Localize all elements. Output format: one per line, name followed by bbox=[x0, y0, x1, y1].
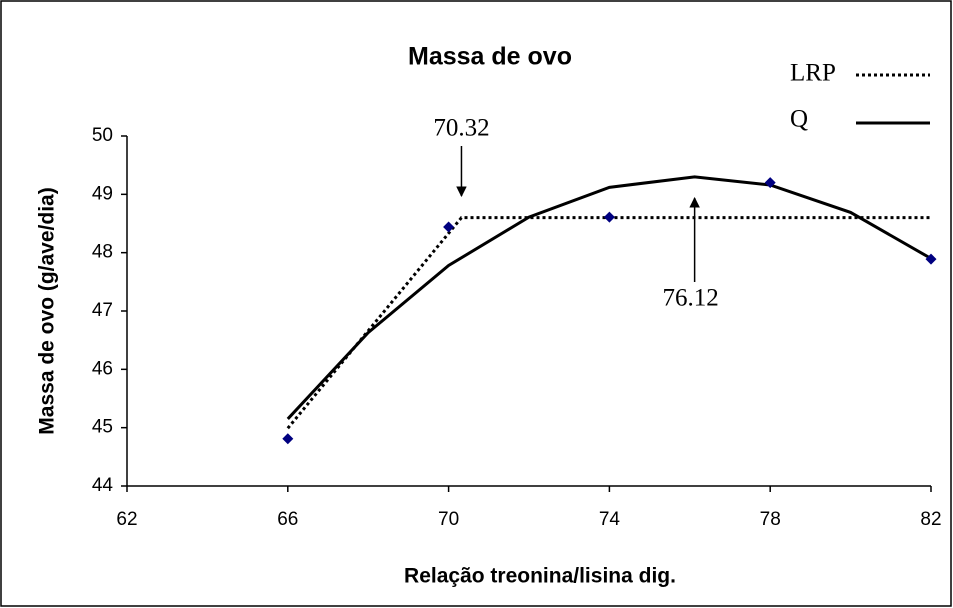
data-point bbox=[603, 211, 615, 223]
y-axis-label: Massa de ovo (g/ave/dia) bbox=[36, 187, 59, 434]
y-tick-label: 48 bbox=[92, 242, 113, 263]
data-point bbox=[764, 177, 776, 189]
y-tick-label: 50 bbox=[92, 125, 113, 146]
data-point bbox=[925, 253, 937, 265]
legend-label: LRP bbox=[790, 60, 836, 87]
legend-label: Q bbox=[790, 106, 808, 133]
data-point bbox=[443, 221, 455, 233]
annotation: 76.12 bbox=[662, 285, 718, 312]
x-tick-label: 70 bbox=[438, 509, 459, 530]
y-tick-label: 49 bbox=[92, 183, 113, 204]
x-tick-label: 74 bbox=[599, 509, 621, 530]
data-point bbox=[282, 433, 294, 445]
y-tick-label: 44 bbox=[92, 475, 114, 496]
x-tick-label: 78 bbox=[760, 509, 781, 530]
y-tick-label: 47 bbox=[92, 300, 113, 321]
x-tick-label: 62 bbox=[116, 509, 137, 530]
x-tick-label: 82 bbox=[920, 509, 941, 530]
y-tick-label: 45 bbox=[92, 417, 113, 438]
x-tick-label: 66 bbox=[277, 509, 298, 530]
x-axis-label: Relação treonina/lisina dig. bbox=[404, 565, 676, 588]
series-line bbox=[286, 175, 932, 420]
y-tick-label: 46 bbox=[92, 358, 113, 379]
annotation: 70.32 bbox=[433, 115, 489, 142]
chart-title: Massa de ovo bbox=[408, 43, 572, 71]
